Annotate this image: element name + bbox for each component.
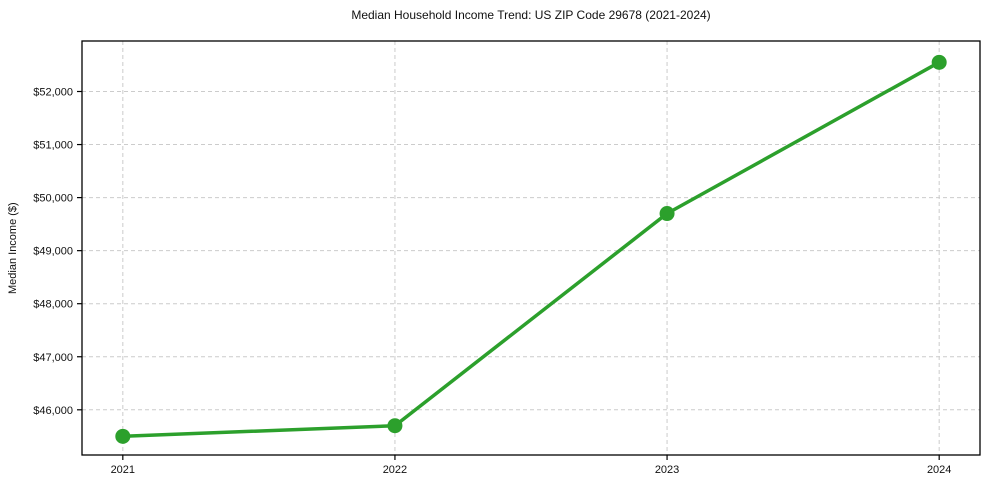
y-tick-label: $50,000: [33, 193, 73, 205]
y-tick-label: $46,000: [33, 405, 73, 417]
plot-border: [81, 40, 981, 456]
y-tick-label: $49,000: [33, 246, 73, 258]
x-tick-label: 2023: [655, 464, 679, 476]
data-point: [931, 54, 947, 70]
y-tick-label: $51,000: [33, 140, 73, 152]
trend-line: [121, 60, 941, 439]
x-tick-label: 2024: [927, 464, 951, 476]
y-tick-label: $48,000: [33, 299, 73, 311]
chart-title: Median Household Income Trend: US ZIP Co…: [351, 8, 711, 22]
y-tick-label: $47,000: [33, 352, 73, 364]
data-point: [387, 418, 403, 434]
data-point: [115, 428, 131, 444]
y-tick-label: $52,000: [33, 87, 73, 99]
x-tick-label: 2021: [111, 464, 135, 476]
x-tick-label: 2022: [383, 464, 407, 476]
data-point: [659, 206, 675, 222]
